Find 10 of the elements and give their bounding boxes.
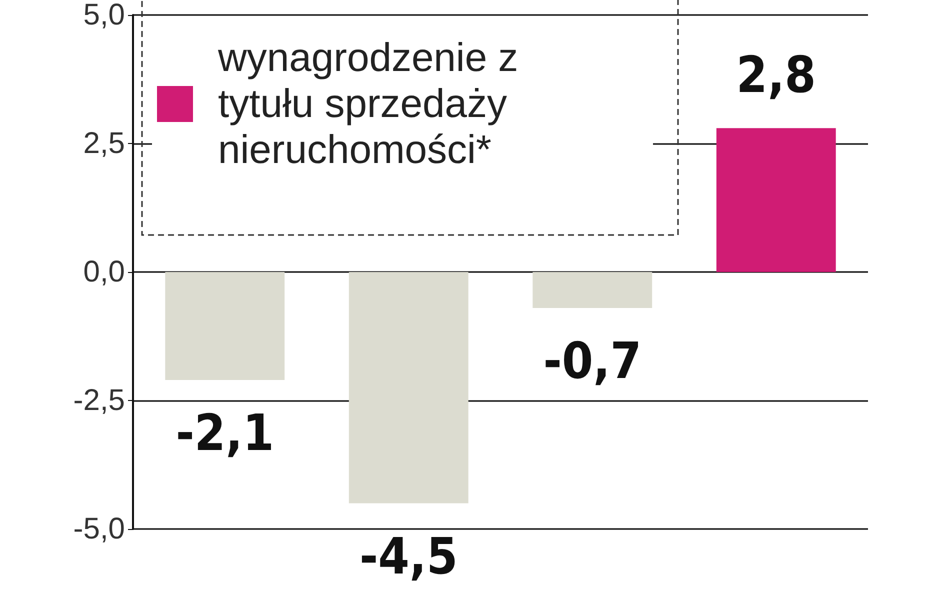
data-label: 2,8 — [736, 46, 816, 104]
y-tick-label: 5,0 — [83, 0, 125, 32]
data-label: -4,5 — [359, 527, 458, 586]
y-tick-label: -5,0 — [73, 512, 125, 546]
data-label: -2,1 — [176, 404, 274, 462]
y-tick-label: 2,5 — [83, 127, 125, 160]
y-tick-label: -2,5 — [73, 384, 125, 417]
legend-label: wynagrodzenie z tytułu sprzedaży nieruchomości* — [217, 36, 530, 172]
y-tick-label: 0,0 — [83, 256, 125, 288]
data-label: -0,7 — [543, 332, 642, 390]
